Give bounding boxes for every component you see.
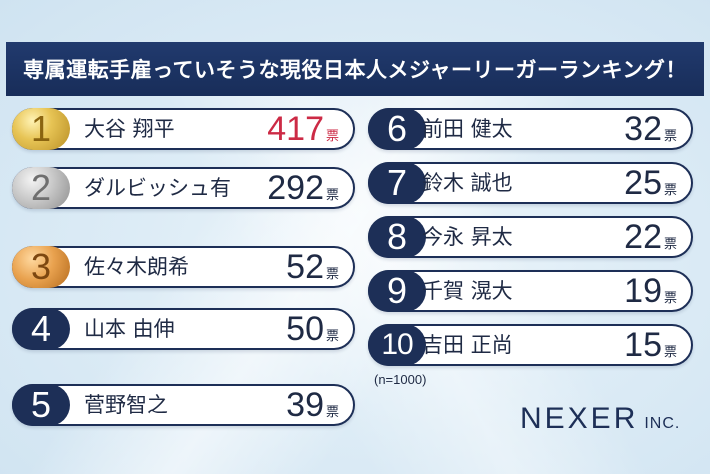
vote-unit: 票 — [325, 267, 339, 282]
vote-unit: 票 — [663, 183, 677, 198]
nexer-logo: NEXER INC. — [520, 402, 680, 436]
player-name: 今永 昇太 — [422, 225, 513, 249]
ranking-row-2: 2 ダルビッシュ有 292 票 — [12, 167, 355, 209]
vote-count: 32 票 — [624, 110, 677, 148]
vote-number: 19 — [624, 272, 662, 310]
vote-number: 50 — [286, 310, 324, 348]
vote-number: 22 — [624, 218, 662, 256]
rank-badge: 7 — [368, 162, 426, 204]
vote-count: 39 票 — [286, 386, 339, 424]
player-name: ダルビッシュ有 — [84, 176, 231, 200]
vote-unit: 票 — [663, 345, 677, 360]
vote-number: 292 — [267, 169, 324, 207]
vote-count: 19 票 — [624, 272, 677, 310]
player-name: 千賀 滉大 — [422, 279, 513, 303]
vote-unit: 票 — [663, 291, 677, 306]
rank-badge: 9 — [368, 270, 426, 312]
vote-count: 50 票 — [286, 310, 339, 348]
vote-number: 25 — [624, 164, 662, 202]
rank-badge: 8 — [368, 216, 426, 258]
player-name: 菅野智之 — [84, 393, 168, 417]
vote-count: 22 票 — [624, 218, 677, 256]
vote-number: 39 — [286, 386, 324, 424]
vote-unit: 票 — [325, 129, 339, 144]
vote-number: 417 — [267, 110, 324, 148]
ranking-row-5: 5 菅野智之 39 票 — [12, 384, 355, 426]
vote-number: 15 — [624, 326, 662, 364]
player-name: 前田 健太 — [422, 117, 513, 141]
player-name: 大谷 翔平 — [84, 117, 175, 141]
vote-count: 52 票 — [286, 248, 339, 286]
player-name: 吉田 正尚 — [422, 333, 513, 357]
rank-badge: 5 — [12, 384, 70, 426]
vote-number: 52 — [286, 248, 324, 286]
rank-badge: 10 — [368, 324, 426, 366]
rank-badge-silver: 2 — [12, 167, 70, 209]
vote-unit: 票 — [325, 188, 339, 203]
ranking-row-9: 9 千賀 滉大 19 票 — [368, 270, 693, 312]
ranking-row-8: 8 今永 昇太 22 票 — [368, 216, 693, 258]
ranking-row-10: 10 吉田 正尚 15 票 — [368, 324, 693, 366]
brand-suffix: INC. — [644, 415, 681, 432]
ranking-row-7: 7 鈴木 誠也 25 票 — [368, 162, 693, 204]
vote-count: 25 票 — [624, 164, 677, 202]
vote-count: 292 票 — [267, 169, 339, 207]
player-name: 山本 由伸 — [84, 317, 175, 341]
ranking-row-3: 3 佐々木朗希 52 票 — [12, 246, 355, 288]
ranking-row-6: 6 前田 健太 32 票 — [368, 108, 693, 150]
rank-badge: 4 — [12, 308, 70, 350]
ranking-row-4: 4 山本 由伸 50 票 — [12, 308, 355, 350]
vote-unit: 票 — [663, 237, 677, 252]
vote-number: 32 — [624, 110, 662, 148]
vote-count: 417 票 — [267, 110, 339, 148]
vote-count: 15 票 — [624, 326, 677, 364]
ranking-title: 専属運転手雇っていそうな現役日本人メジャーリーガーランキング！ — [6, 42, 704, 96]
sample-size-note: (n=1000) — [374, 372, 427, 387]
brand-name: NEXER — [520, 402, 639, 435]
rank-badge: 6 — [368, 108, 426, 150]
ranking-row-1: 1 大谷 翔平 417 票 — [12, 108, 355, 150]
rank-badge-gold: 1 — [12, 108, 70, 150]
rank-badge-bronze: 3 — [12, 246, 70, 288]
vote-unit: 票 — [663, 129, 677, 144]
vote-unit: 票 — [325, 329, 339, 344]
vote-unit: 票 — [325, 405, 339, 420]
player-name: 佐々木朗希 — [84, 255, 189, 279]
player-name: 鈴木 誠也 — [422, 171, 513, 195]
